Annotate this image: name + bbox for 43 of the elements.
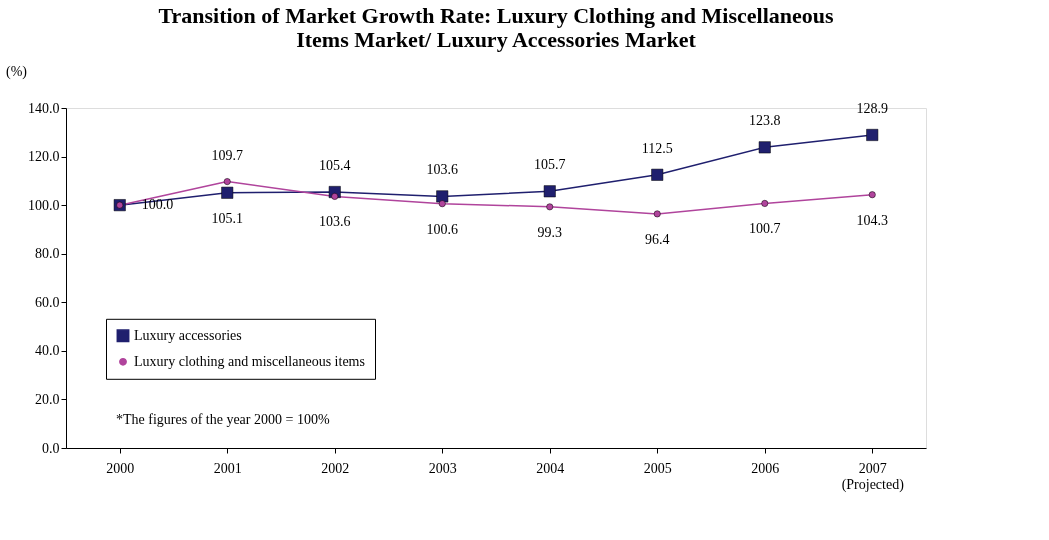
point — [543, 185, 556, 198]
data-label: 103.6 — [319, 214, 351, 230]
y-axis-title: (%) — [6, 63, 28, 80]
data-label: 96.4 — [645, 231, 670, 247]
y-tick-label: 80.0 — [35, 246, 60, 262]
y-tick-label: 40.0 — [35, 343, 60, 359]
point — [758, 141, 771, 154]
legend-label: Luxury clothing and miscellaneous items — [134, 353, 365, 369]
data-label: 123.8 — [749, 113, 781, 129]
text: Transition of Market Growth Rate: Luxury Clothing and Miscellaneous — [158, 3, 834, 28]
data-label: 99.3 — [537, 224, 562, 240]
y-tick-label: 0.0 — [42, 440, 60, 456]
x-tick-label: 2006 — [751, 460, 780, 476]
data-label: 100.6 — [426, 221, 458, 237]
data-label: 103.6 — [426, 162, 458, 178]
data-label: 128.9 — [856, 100, 888, 116]
x-tick-label: 2007 (Projected) — [841, 460, 905, 493]
point — [651, 168, 664, 181]
data-label: 105.1 — [211, 210, 243, 226]
x-tick-label: 2003 — [428, 460, 457, 476]
data-label: 100.0 — [141, 197, 174, 213]
point — [866, 129, 879, 141]
x-tick-label: 2005 — [643, 460, 672, 476]
data-label: 105.4 — [319, 158, 351, 174]
data-label: 109.7 — [211, 147, 243, 163]
y-tick-label: 20.0 — [35, 391, 60, 407]
y-tick-label: 100.0 — [28, 197, 60, 213]
annotation: *The figures of the year 2000 = 100% — [116, 412, 330, 427]
data-label: 112.5 — [641, 140, 673, 156]
point — [436, 190, 449, 203]
data-label: 104.3 — [856, 212, 888, 228]
x-tick-label: 2000 — [106, 460, 135, 476]
y-tick-label: 60.0 — [35, 294, 60, 310]
x-tick-label: 2002 — [321, 460, 350, 476]
data-label: 105.7 — [534, 157, 566, 173]
text: Items Market/ Luxury Accessories Market — [296, 27, 696, 52]
legend-label: Luxury accessories — [134, 327, 242, 343]
data-label: 100.7 — [749, 221, 781, 237]
y-tick-label: 140.0 — [28, 100, 60, 116]
x-tick-label: 2001 — [213, 460, 242, 476]
y-tick-label: 120.0 — [28, 149, 60, 165]
x-tick-label: 2004 — [536, 460, 565, 476]
point — [221, 186, 234, 199]
